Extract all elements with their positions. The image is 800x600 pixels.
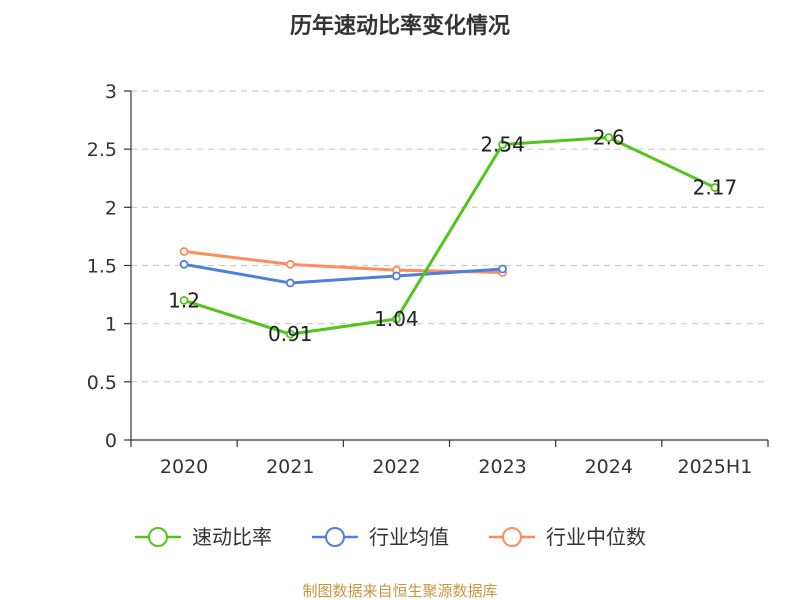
data-point [498,140,507,149]
y-tick-label: 0 [105,430,117,452]
y-tick-label: 1.5 [87,256,117,278]
data-point [179,295,189,305]
legend-item[interactable]: 速动比率 [135,525,272,549]
data-point [710,183,720,192]
y-tick-label: 2 [105,197,117,219]
y-tick-label: 3 [105,81,117,103]
data-label: 2.17 [693,176,738,200]
y-axis-ticks: 0 0.5 1 1.5 2 2.5 3 [87,81,131,452]
legend-label: 行业均值 [369,525,449,549]
data-point [285,329,295,339]
series-layer [179,133,720,339]
data-label: 1.04 [374,307,419,331]
source-note: 制图数据来自恒生聚源数据库 [302,582,497,600]
legend-item[interactable]: 行业中位数 [489,525,646,549]
data-point [392,314,401,324]
chart-title: 历年速动比率变化情况 [290,13,510,39]
x-axis-ticks: 2020 2021 2022 2023 2024 2025H1 [130,440,769,478]
x-tick-label: 2025H1 [678,456,753,478]
x-tick-label: 2021 [266,456,314,478]
series-line-2 [183,262,503,285]
data-label: 2.54 [480,133,525,157]
data-point [392,271,401,281]
legend-item[interactable]: 行业均值 [312,525,449,549]
series-line-3 [183,250,503,274]
legend-marker [325,527,345,547]
y-tick-label: 1 [105,314,117,336]
legend-label: 速动比率 [192,525,272,549]
data-point [285,278,295,288]
y-tick-label: 0.5 [87,372,117,394]
data-label: 0.91 [268,322,313,346]
data-point [179,247,189,256]
x-tick-label: 2020 [160,456,208,478]
data-point [604,133,614,142]
data-label: 2.6 [593,126,625,150]
legend-marker [148,527,168,547]
data-labels: 1.2 0.91 1.04 2.54 2.6 2.17 [168,126,737,347]
grid-lines [131,90,768,383]
legend[interactable]: 速动比率 行业均值 行业中位数 [135,525,646,549]
x-tick-label: 2023 [478,456,526,478]
data-point [179,259,189,269]
data-point [285,259,295,269]
data-label: 1.2 [168,288,200,312]
legend-label: 行业中位数 [546,525,646,549]
y-tick-label: 2.5 [87,139,117,161]
data-point [498,264,507,274]
legend-marker [502,527,522,547]
series-line-1 [183,136,716,336]
x-tick-label: 2022 [372,456,420,478]
x-tick-label: 2024 [585,456,633,478]
